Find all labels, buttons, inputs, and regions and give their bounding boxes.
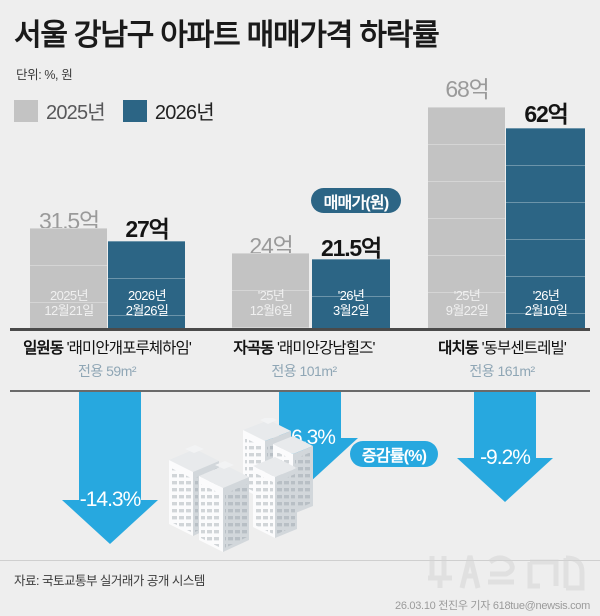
bar-date-line1: 2025년 bbox=[50, 288, 88, 303]
group-dong-3: 대치동 bbox=[438, 340, 479, 357]
group-apt-1: '래미안개포루체하임' bbox=[66, 340, 192, 357]
group-apt-3: '동부센트레빌' bbox=[481, 340, 567, 357]
arrow-shaft-3 bbox=[474, 392, 536, 458]
bar-g3-2026 bbox=[506, 128, 585, 328]
price-axis-badge: 매매가(원) bbox=[311, 188, 401, 213]
arrow-head-1 bbox=[62, 500, 158, 544]
bar-date-line2: 9월22일 bbox=[445, 303, 489, 318]
byline: 26.03.10 전진우 기자 618tue@newsis.com bbox=[395, 600, 590, 612]
newsis-watermark bbox=[426, 548, 588, 594]
group-area-1: 전용 59m² bbox=[77, 363, 137, 379]
legend-swatch-2026 bbox=[122, 99, 147, 122]
axis-baseline-top bbox=[10, 328, 590, 331]
change-arrow-1: -14.3% bbox=[62, 392, 158, 544]
axis-baseline-bottom bbox=[10, 390, 590, 392]
page-title: 서울 강남구 아파트 매매가격 하락률 bbox=[14, 19, 440, 52]
source-note: 자료: 국토교통부 실거래가 공개 시스템 bbox=[14, 574, 205, 588]
footer-divider bbox=[0, 560, 600, 561]
bar-g1-2025 bbox=[30, 228, 107, 328]
bar-date-g1-2026: 2026년 2월26일 bbox=[108, 288, 186, 318]
group-area-3: 전용 161m² bbox=[469, 363, 535, 379]
group-label-2: 자곡동 '래미안강남힐즈' bbox=[206, 336, 402, 358]
bar-g2-2025 bbox=[232, 253, 309, 328]
bar-date-g2-2025: '25년 12월6일 bbox=[232, 288, 310, 318]
bar-date-g3-2026: '26년 2월10일 bbox=[507, 288, 585, 318]
bar-date-line1: 2026년 bbox=[128, 288, 166, 303]
bar-value-g2-2026: 21.5억 bbox=[321, 235, 382, 261]
change-value-3: -9.2% bbox=[480, 446, 531, 469]
bar-value-g3-2026: 62억 bbox=[524, 101, 568, 127]
bar-date-line2: 12월21일 bbox=[44, 303, 94, 318]
bar-date-line2: 3월2일 bbox=[333, 303, 370, 318]
bar-date-line2: 2월26일 bbox=[125, 303, 169, 318]
legend: 2025년 2026년 bbox=[14, 96, 224, 125]
group-dong-1: 일원동 bbox=[23, 340, 64, 357]
bar-date-line1: '26년 bbox=[337, 288, 365, 303]
bar-value-g3-2025: 68억 bbox=[445, 76, 489, 102]
group-area-2: 전용 101m² bbox=[271, 363, 337, 379]
legend-swatch-2025 bbox=[14, 99, 38, 122]
arrow-shaft-1 bbox=[79, 392, 141, 500]
bar-g1-2026 bbox=[108, 241, 185, 328]
bar-date-line1: '25년 bbox=[257, 288, 285, 303]
bar-date-line1: '26년 bbox=[532, 288, 560, 303]
arrow-head-3 bbox=[457, 458, 553, 502]
group-label-1: 일원동 '래미안개포루체하임' bbox=[0, 336, 214, 358]
group-apt-2: '래미안강남힐즈' bbox=[276, 340, 376, 357]
legend-label-2025: 2025년 bbox=[46, 102, 106, 124]
change-value-1: -14.3% bbox=[79, 488, 142, 511]
bar-date-line2: 2월10일 bbox=[524, 303, 568, 318]
bar-date-g3-2025: '25년 9월22일 bbox=[428, 288, 506, 318]
unit-note: 단위: %, 원 bbox=[16, 68, 73, 82]
bar-date-line1: '25년 bbox=[453, 288, 481, 303]
legend-label-2026: 2026년 bbox=[154, 102, 215, 124]
bar-date-line2: 12월6일 bbox=[249, 303, 293, 318]
bar-g2-2026 bbox=[312, 259, 390, 328]
change-axis-badge: 증감률(%) bbox=[350, 441, 438, 467]
apartment-illustration bbox=[165, 416, 315, 558]
bar-value-g1-2026: 27억 bbox=[125, 216, 169, 242]
bar-g3-2025 bbox=[428, 107, 505, 328]
bar-date-g1-2025: 2025년 12월21일 bbox=[30, 288, 108, 318]
bar-date-g2-2026: '26년 3월2일 bbox=[312, 288, 390, 318]
group-label-3: 대치동 '동부센트레빌' bbox=[410, 336, 594, 358]
change-arrow-3: -9.2% bbox=[457, 392, 553, 518]
group-dong-2: 자곡동 bbox=[233, 340, 274, 357]
